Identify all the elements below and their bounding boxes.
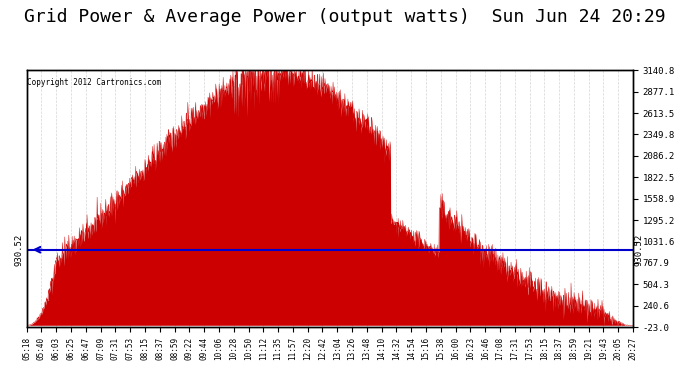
Text: 930.52: 930.52 <box>634 234 643 266</box>
Text: Grid Power & Average Power (output watts)  Sun Jun 24 20:29: Grid Power & Average Power (output watts… <box>24 8 666 26</box>
Text: 930.52: 930.52 <box>14 234 23 266</box>
Text: Copyright 2012 Cartronics.com: Copyright 2012 Cartronics.com <box>28 78 161 87</box>
